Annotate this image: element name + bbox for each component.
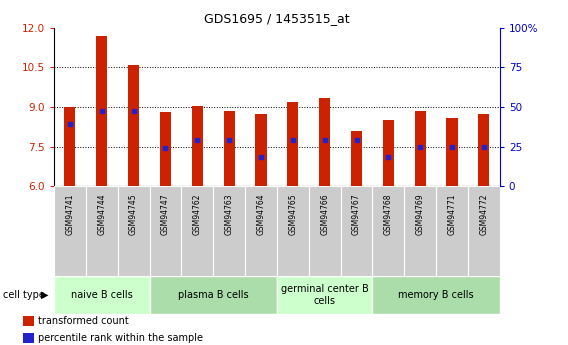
Bar [118, 186, 149, 276]
Bar [192, 106, 203, 186]
Text: GSM94771: GSM94771 [448, 194, 457, 235]
Bar [351, 131, 362, 186]
Bar [149, 276, 277, 314]
Text: GSM94741: GSM94741 [65, 194, 74, 235]
Text: ▶: ▶ [41, 290, 48, 300]
Text: GSM94769: GSM94769 [416, 194, 425, 235]
Bar [149, 186, 181, 276]
Bar [309, 186, 341, 276]
Bar [446, 118, 458, 186]
Title: GDS1695 / 1453515_at: GDS1695 / 1453515_at [204, 12, 350, 25]
Text: GSM94767: GSM94767 [352, 194, 361, 235]
Bar [404, 186, 436, 276]
Text: GSM94765: GSM94765 [289, 194, 297, 235]
Text: memory B cells: memory B cells [398, 290, 474, 300]
Bar [213, 186, 245, 276]
Bar [287, 102, 298, 186]
Bar [478, 114, 490, 186]
Text: GSM94768: GSM94768 [384, 194, 393, 235]
Text: GSM94745: GSM94745 [129, 194, 138, 235]
Bar [341, 186, 373, 276]
Text: GSM94772: GSM94772 [479, 194, 488, 235]
Bar [383, 120, 394, 186]
Text: cell type: cell type [3, 290, 45, 300]
Text: germinal center B
cells: germinal center B cells [281, 284, 369, 306]
Bar [160, 112, 171, 186]
Text: GSM94762: GSM94762 [193, 194, 202, 235]
Bar [436, 186, 468, 276]
Bar [64, 107, 76, 186]
Bar [256, 114, 266, 186]
Text: naive B cells: naive B cells [71, 290, 132, 300]
Bar [224, 111, 235, 186]
Bar [86, 186, 118, 276]
Bar [181, 186, 213, 276]
Bar [319, 98, 330, 186]
Bar [128, 65, 139, 186]
Text: GSM94766: GSM94766 [320, 194, 329, 235]
Bar [373, 276, 500, 314]
Bar [54, 276, 149, 314]
Bar [96, 36, 107, 186]
Text: GSM94744: GSM94744 [97, 194, 106, 235]
Bar [468, 186, 500, 276]
Text: GSM94764: GSM94764 [257, 194, 265, 235]
Bar [373, 186, 404, 276]
Bar [23, 315, 34, 326]
Bar [277, 276, 373, 314]
Text: GSM94747: GSM94747 [161, 194, 170, 235]
Text: percentile rank within the sample: percentile rank within the sample [39, 333, 203, 343]
Bar [54, 186, 86, 276]
Bar [415, 111, 426, 186]
Text: plasma B cells: plasma B cells [178, 290, 249, 300]
Bar [245, 186, 277, 276]
Bar [23, 333, 34, 344]
Bar [277, 186, 309, 276]
Text: transformed count: transformed count [39, 316, 129, 326]
Text: GSM94763: GSM94763 [224, 194, 233, 235]
